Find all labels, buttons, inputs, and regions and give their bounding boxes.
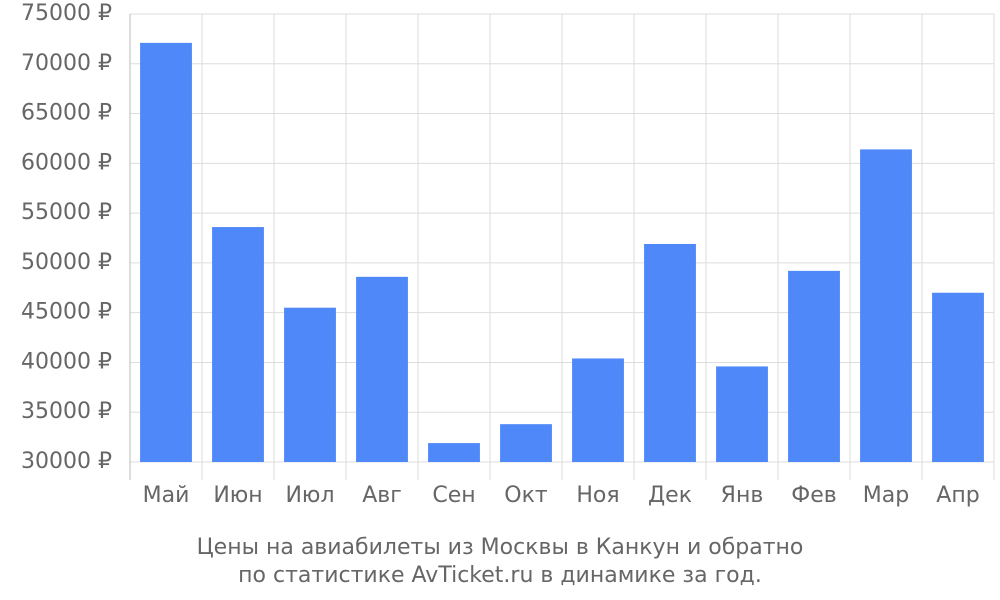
chart-title: Цены на авиабилеты из Москвы в Канкун и … (197, 535, 804, 560)
x-tick-label: Июн (213, 483, 262, 508)
y-tick-label: 45000 ₽ (21, 300, 112, 325)
x-tick-label: Ноя (576, 483, 619, 508)
y-tick-label: 65000 ₽ (21, 101, 112, 126)
y-tick-label: 75000 ₽ (21, 1, 112, 26)
x-tick-label: Фев (791, 483, 836, 508)
y-tick-label: 55000 ₽ (21, 200, 112, 225)
x-tick-label: Мар (863, 483, 909, 508)
bar (428, 443, 480, 462)
y-tick-label: 70000 ₽ (21, 51, 112, 76)
bar (788, 270, 840, 462)
bar (860, 149, 912, 462)
y-tick-label: 35000 ₽ (21, 399, 112, 424)
x-tick-label: Янв (721, 483, 764, 508)
chart-subtitle: по статистике AvTicket.ru в динамике за … (238, 563, 762, 588)
x-tick-label: Май (143, 483, 190, 508)
y-tick-label: 60000 ₽ (21, 150, 112, 175)
y-tick-label: 40000 ₽ (21, 349, 112, 374)
x-tick-label: Апр (936, 483, 979, 508)
bar (140, 42, 192, 462)
y-tick-label: 50000 ₽ (21, 250, 112, 275)
bar (932, 292, 984, 462)
bar (572, 358, 624, 462)
bar (356, 276, 408, 462)
bar (212, 227, 264, 462)
y-tick-label: 30000 ₽ (21, 449, 112, 474)
x-tick-label: Окт (504, 483, 548, 508)
x-tick-label: Июл (285, 483, 334, 508)
bar (500, 424, 552, 462)
x-tick-label: Сен (432, 483, 475, 508)
bar (716, 366, 768, 462)
x-tick-label: Дек (648, 483, 692, 508)
x-tick-label: Авг (362, 483, 402, 508)
bar (284, 307, 336, 462)
bar (644, 243, 696, 462)
